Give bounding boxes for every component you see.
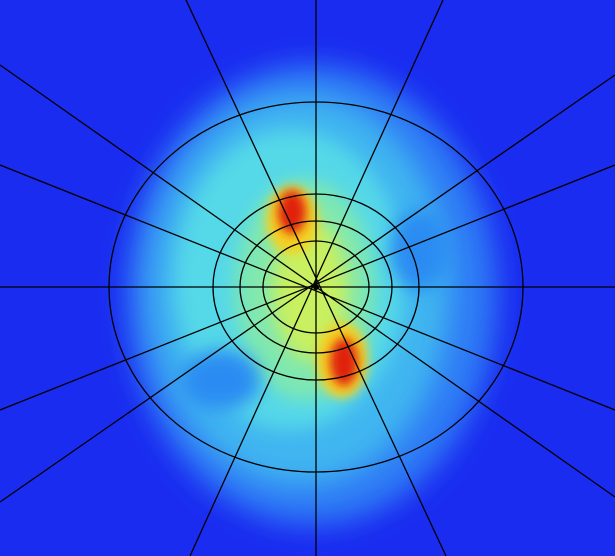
intensity-field: [127, 65, 497, 525]
